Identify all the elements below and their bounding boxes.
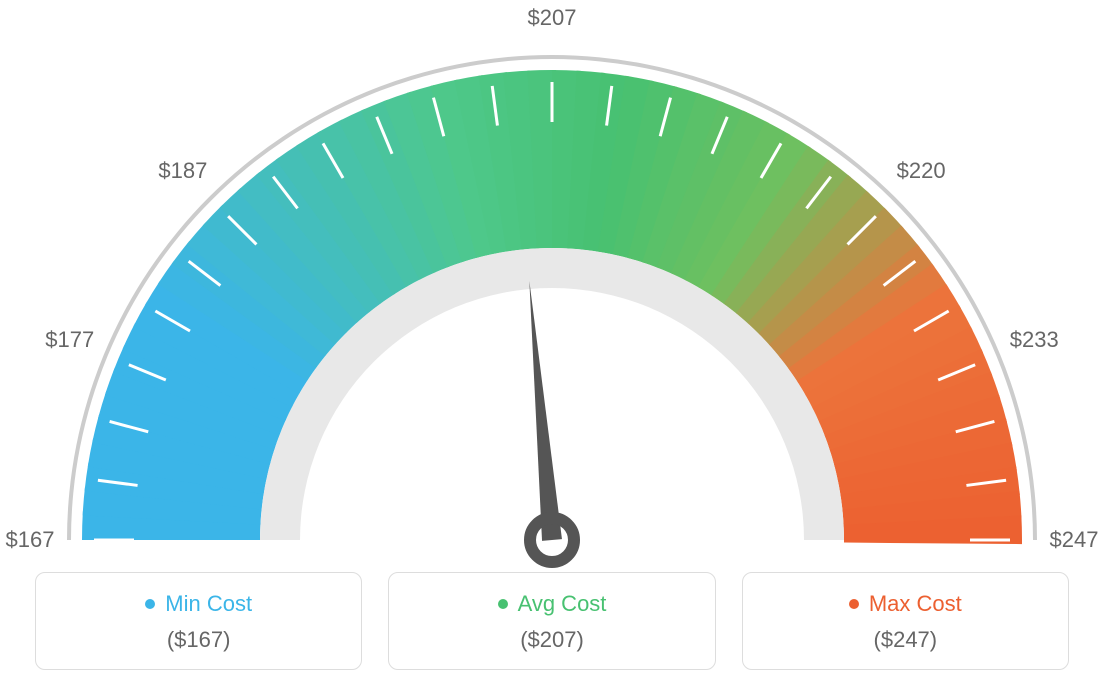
legend-value-min: ($167) xyxy=(46,627,351,653)
legend-title-max: Max Cost xyxy=(849,591,962,617)
legend-card-min: Min Cost ($167) xyxy=(35,572,362,670)
legend-value-avg: ($207) xyxy=(399,627,704,653)
gauge-area: $167 $177 $187 $207 $220 $233 $247 xyxy=(0,0,1104,560)
gauge-chart xyxy=(0,20,1104,580)
chart-container: $167 $177 $187 $207 $220 $233 $247 Min Cost ($… xyxy=(0,0,1104,690)
tick-label: $177 xyxy=(45,327,94,353)
dot-icon xyxy=(498,599,508,609)
dot-icon xyxy=(849,599,859,609)
legend-title-min: Min Cost xyxy=(145,591,252,617)
tick-label: $187 xyxy=(158,158,207,184)
dot-icon xyxy=(145,599,155,609)
legend-row: Min Cost ($167) Avg Cost ($207) Max Cost… xyxy=(0,572,1104,670)
tick-label: $233 xyxy=(1010,327,1059,353)
tick-label: $167 xyxy=(6,527,55,553)
tick-label: $207 xyxy=(528,5,577,31)
legend-title-avg: Avg Cost xyxy=(498,591,607,617)
legend-card-avg: Avg Cost ($207) xyxy=(388,572,715,670)
legend-value-max: ($247) xyxy=(753,627,1058,653)
tick-label: $220 xyxy=(897,158,946,184)
legend-label: Min Cost xyxy=(165,591,252,617)
tick-label: $247 xyxy=(1050,527,1099,553)
legend-label: Max Cost xyxy=(869,591,962,617)
legend-card-max: Max Cost ($247) xyxy=(742,572,1069,670)
legend-label: Avg Cost xyxy=(518,591,607,617)
needle xyxy=(529,281,562,541)
